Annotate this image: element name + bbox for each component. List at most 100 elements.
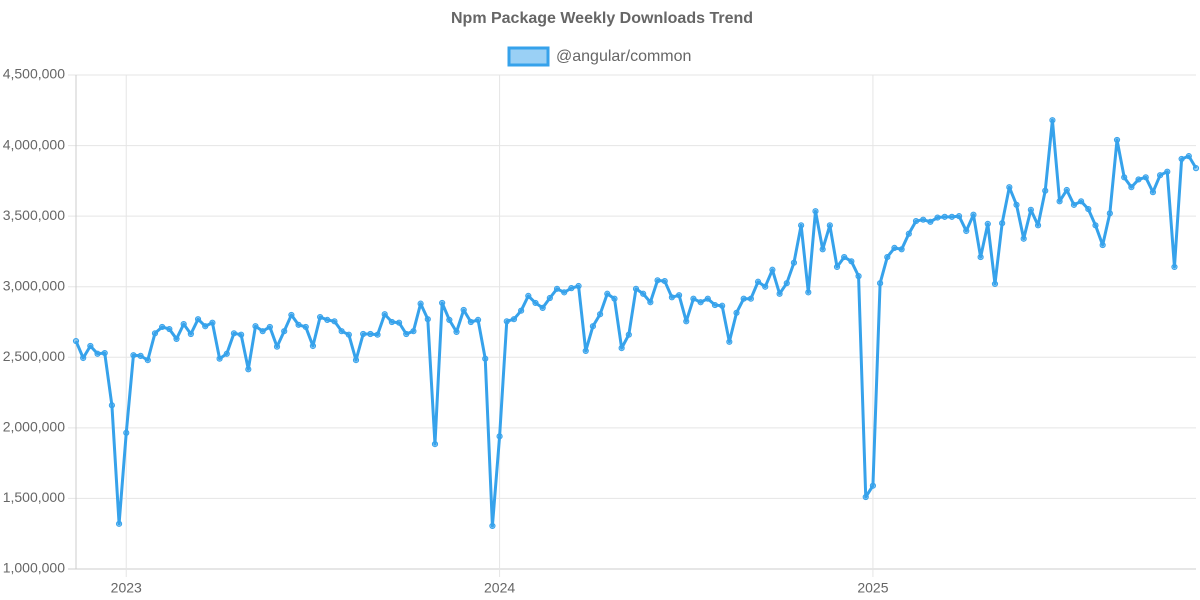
data-point [123,429,130,436]
legend-label: @angular/common [556,48,691,65]
data-point [877,280,884,287]
chart-title: Npm Package Weekly Downloads Trend [451,10,753,27]
data-point [790,259,798,266]
data-point [238,331,245,338]
data-point [1049,117,1056,124]
data-point [575,282,582,290]
data-point [1121,174,1128,181]
data-point [403,330,410,338]
data-point [108,402,115,409]
data-point [912,217,920,225]
data-point [783,280,790,287]
data-point [568,285,575,292]
data-point [905,230,912,237]
y-tick-label: 3,000,000 [3,277,65,293]
data-point [1164,168,1171,175]
data-point [439,299,446,307]
data-point [410,328,417,335]
data-point [640,290,647,297]
data-point [115,520,123,527]
data-point [482,355,489,362]
data-point [496,433,503,440]
data-point [230,330,238,337]
data-point [948,213,955,220]
data-point [934,214,941,221]
data-point [704,295,711,302]
data-point [884,253,891,261]
data-point [489,522,496,530]
data-point [754,278,762,285]
data-point [101,349,108,357]
data-point [582,347,589,355]
data-point [259,328,266,335]
data-point [826,222,833,229]
data-point [151,330,159,337]
data-point [510,316,518,323]
data-point [855,273,862,280]
data-point [955,213,963,220]
data-point [503,318,510,325]
data-point [898,246,905,253]
data-point [431,440,439,448]
data-point [927,218,934,225]
data-point [424,316,431,323]
legend-swatch [507,46,550,67]
data-point [532,299,539,307]
data-point [446,316,453,323]
data-point [187,330,194,338]
data-point [1027,206,1034,213]
data-point [460,306,467,314]
y-tick-label: 2,500,000 [3,348,65,364]
data-point [553,285,561,292]
y-tick-label: 4,500,000 [3,66,65,82]
data-point [1056,198,1063,205]
data-point [812,208,819,215]
data-point [180,321,187,328]
data-point [338,328,345,335]
data-point [984,220,991,228]
data-point [273,343,281,350]
data-point [223,350,230,357]
data-point [561,289,568,296]
data-point [941,213,948,220]
data-point [625,331,632,338]
data-point [395,319,403,326]
data-point [331,318,338,325]
data-point [632,285,640,292]
data-point [266,323,273,331]
data-point [618,345,625,352]
data-point [683,318,690,325]
data-point [1078,198,1085,205]
data-point [1099,241,1106,249]
data-point [848,258,855,265]
data-point [453,328,460,335]
data-point [288,311,295,319]
data-point [1106,210,1113,217]
data-point [1142,174,1149,181]
data-point [1006,184,1013,191]
data-point [546,294,553,302]
data-point [776,290,783,297]
data-point [647,299,654,306]
data-point [733,309,740,316]
data-point [194,316,202,323]
data-point [216,355,223,362]
data-point [309,342,317,350]
data-point [94,350,101,357]
data-point [1034,222,1042,229]
data-point [295,321,302,328]
data-point [798,222,805,229]
data-point [1171,263,1178,271]
data-point [417,300,424,307]
data-point [345,331,352,338]
data-point [173,335,180,343]
data-point [769,266,776,273]
data-point [302,323,309,331]
data-point [1013,201,1020,208]
data-point [1092,222,1099,229]
data-point [1192,165,1200,172]
data-point [869,482,877,489]
data-point [977,253,984,261]
y-tick-label: 1,500,000 [3,489,65,505]
data-point [324,316,331,323]
